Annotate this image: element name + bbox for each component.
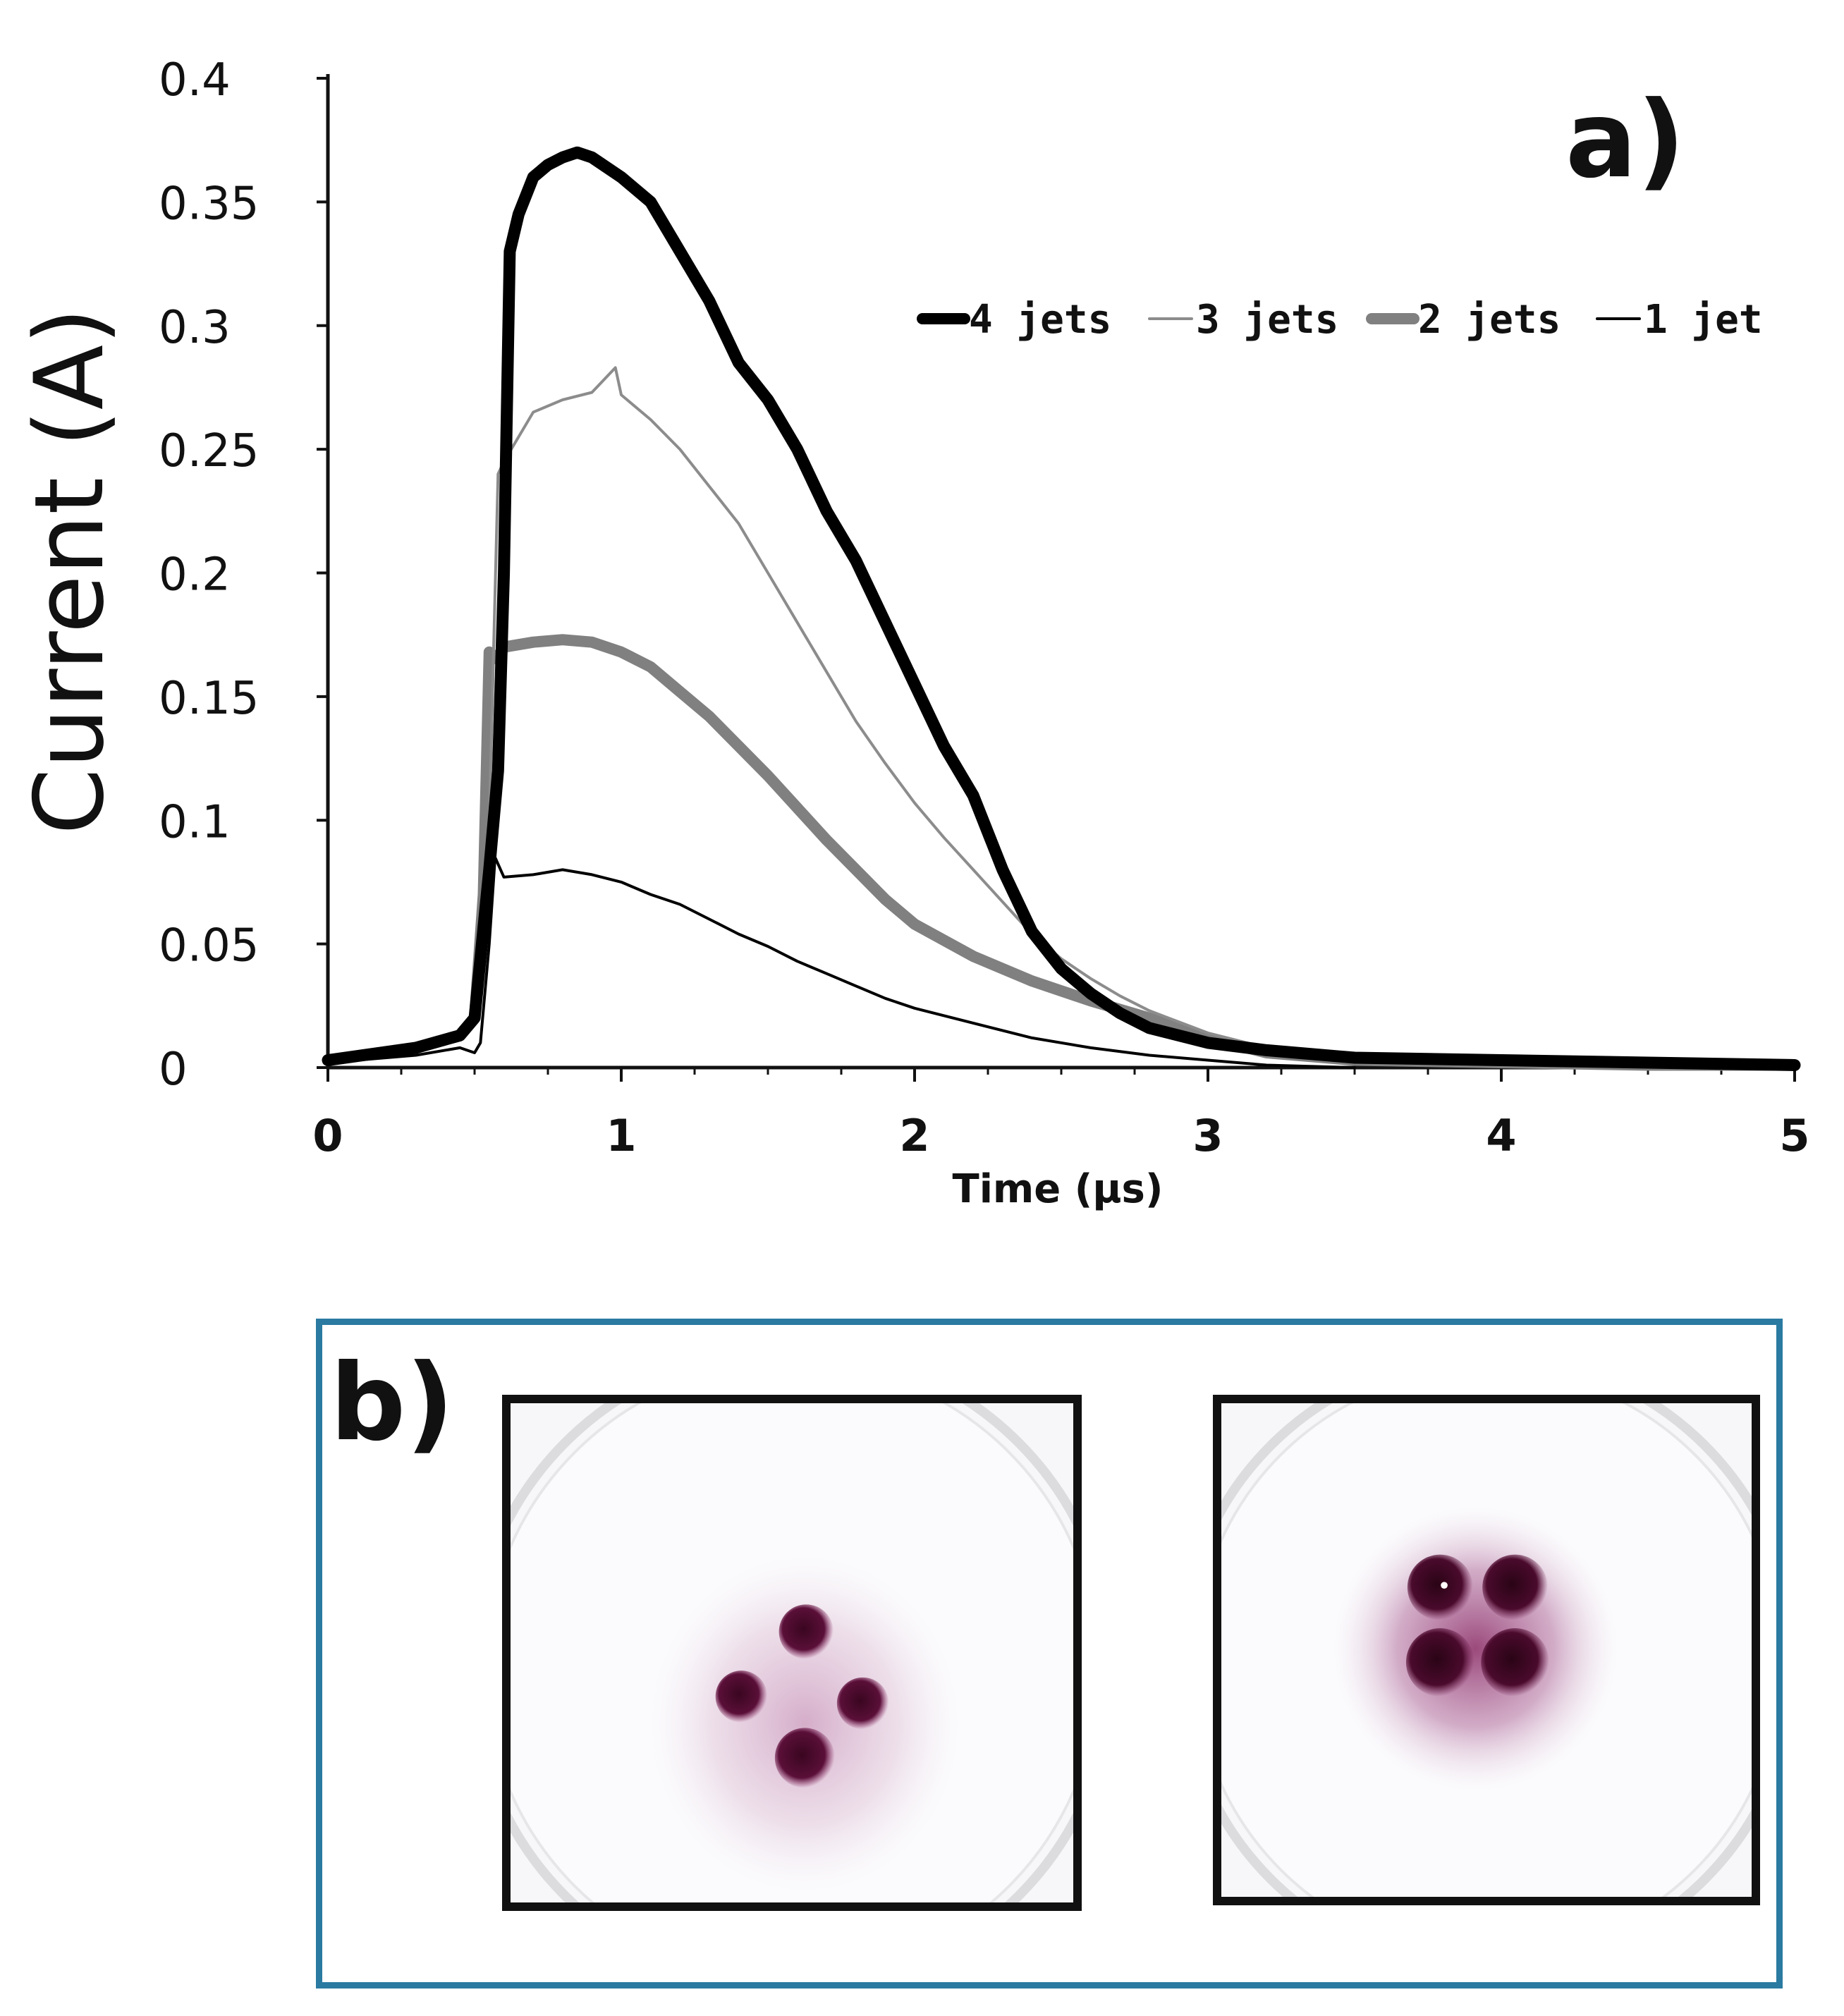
y-tick-label: 0.05 <box>159 920 259 972</box>
series-line-2-jets <box>322 634 1800 1071</box>
legend: 4 jets 3 jets 2 jets 1 jet <box>917 297 1763 343</box>
stain-halo <box>1332 1505 1619 1792</box>
chart-a: 0 0.05 0.1 0.15 0.2 0.25 0.3 0.35 0.4 0 1 2 3 4 5 4 je… <box>14 54 1810 1212</box>
y-tick-label: 0.4 <box>159 54 231 106</box>
axes-group: 0 0.05 0.1 0.15 0.2 0.25 0.3 0.35 0.4 0 1 2 3 4 5 <box>159 54 1810 1161</box>
dish-image-right <box>1213 1395 1760 1905</box>
x-tick-label: 1 <box>606 1110 636 1161</box>
stain-spot <box>1482 1554 1549 1620</box>
panel-b-label: b) <box>330 1342 454 1465</box>
y-tick-label: 0.35 <box>159 178 259 230</box>
legend-label-3-jets: 3 jets <box>1196 297 1338 343</box>
x-tick-label: 0 <box>312 1110 343 1161</box>
y-tick-label: 0.3 <box>159 302 231 354</box>
y-tick-label: 0.2 <box>159 549 231 601</box>
legend-label-1-jet: 1 jet <box>1644 297 1763 343</box>
stain-halo <box>647 1553 962 1895</box>
y-tick-label: 0.15 <box>159 673 259 725</box>
stain-spot <box>715 1670 768 1723</box>
series-line-1-jet <box>326 855 1356 1069</box>
panel-b-frame <box>316 1319 1783 1988</box>
spot-highlight <box>1441 1582 1448 1589</box>
x-tick-label: 4 <box>1486 1110 1516 1161</box>
y-tick-label: 0.25 <box>159 425 259 477</box>
dish-right-graphic <box>1221 1403 1752 1897</box>
stain-spot <box>1407 1554 1473 1620</box>
dish-left-graphic <box>511 1403 1073 1902</box>
stain-spot <box>1405 1628 1474 1697</box>
x-tick-label: 5 <box>1779 1110 1809 1161</box>
series-group <box>322 146 1801 1071</box>
series-line-4-jets <box>322 146 1801 1071</box>
legend-label-4-jets: 4 jets <box>969 297 1111 343</box>
y-tick-label: 0.1 <box>159 796 231 848</box>
stain-spot <box>778 1604 834 1659</box>
panel-a-label: a) <box>1565 79 1685 202</box>
x-axis-label: Time (μs) <box>953 1166 1164 1212</box>
x-tick-label: 3 <box>1192 1110 1223 1161</box>
y-axis-label: Current (A) <box>14 307 125 835</box>
stain-spot <box>1481 1628 1549 1697</box>
stain-spot <box>774 1728 835 1788</box>
legend-label-2-jets: 2 jets <box>1418 297 1561 343</box>
y-tick-label: 0 <box>159 1044 188 1096</box>
x-tick-label: 2 <box>899 1110 929 1161</box>
stain-spot <box>836 1677 889 1730</box>
dish-image-left <box>502 1395 1082 1911</box>
